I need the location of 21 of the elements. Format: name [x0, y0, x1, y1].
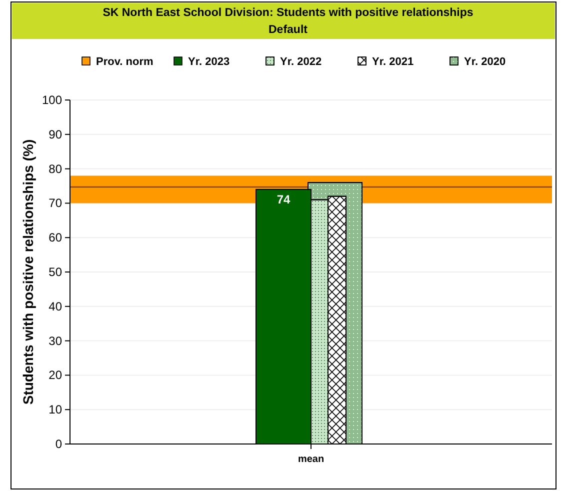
y-tick-label: 10 [48, 402, 62, 417]
chart-title: SK North East School Division: Students with positive relationships [102, 7, 474, 19]
y-tick-label: 100 [42, 93, 62, 107]
y-tick-label: 40 [48, 299, 62, 314]
y-tick-label: 80 [48, 162, 62, 176]
legend-label: Yr. 2020 [464, 56, 506, 68]
y-tick-label: 20 [48, 368, 62, 382]
legend-label: Prov. norm [96, 56, 154, 68]
y-tick-label: 70 [48, 196, 62, 210]
y-tick-label: 60 [48, 230, 62, 245]
chart-subtitle: Default [268, 24, 308, 36]
y-tick-label: 30 [48, 334, 62, 348]
y-tick-label: 0 [55, 437, 62, 451]
y-tick-label: 90 [48, 127, 62, 142]
y-axis-title: Students with positive relationships (%) [20, 139, 36, 405]
x-tick-label: mean [298, 454, 324, 465]
data-label: 74 [276, 192, 290, 206]
y-tick-label: 50 [48, 265, 62, 279]
legend-label: Yr. 2023 [188, 56, 230, 68]
legend-label: Yr. 2021 [372, 56, 414, 68]
legend-label: Yr. 2022 [280, 56, 322, 68]
